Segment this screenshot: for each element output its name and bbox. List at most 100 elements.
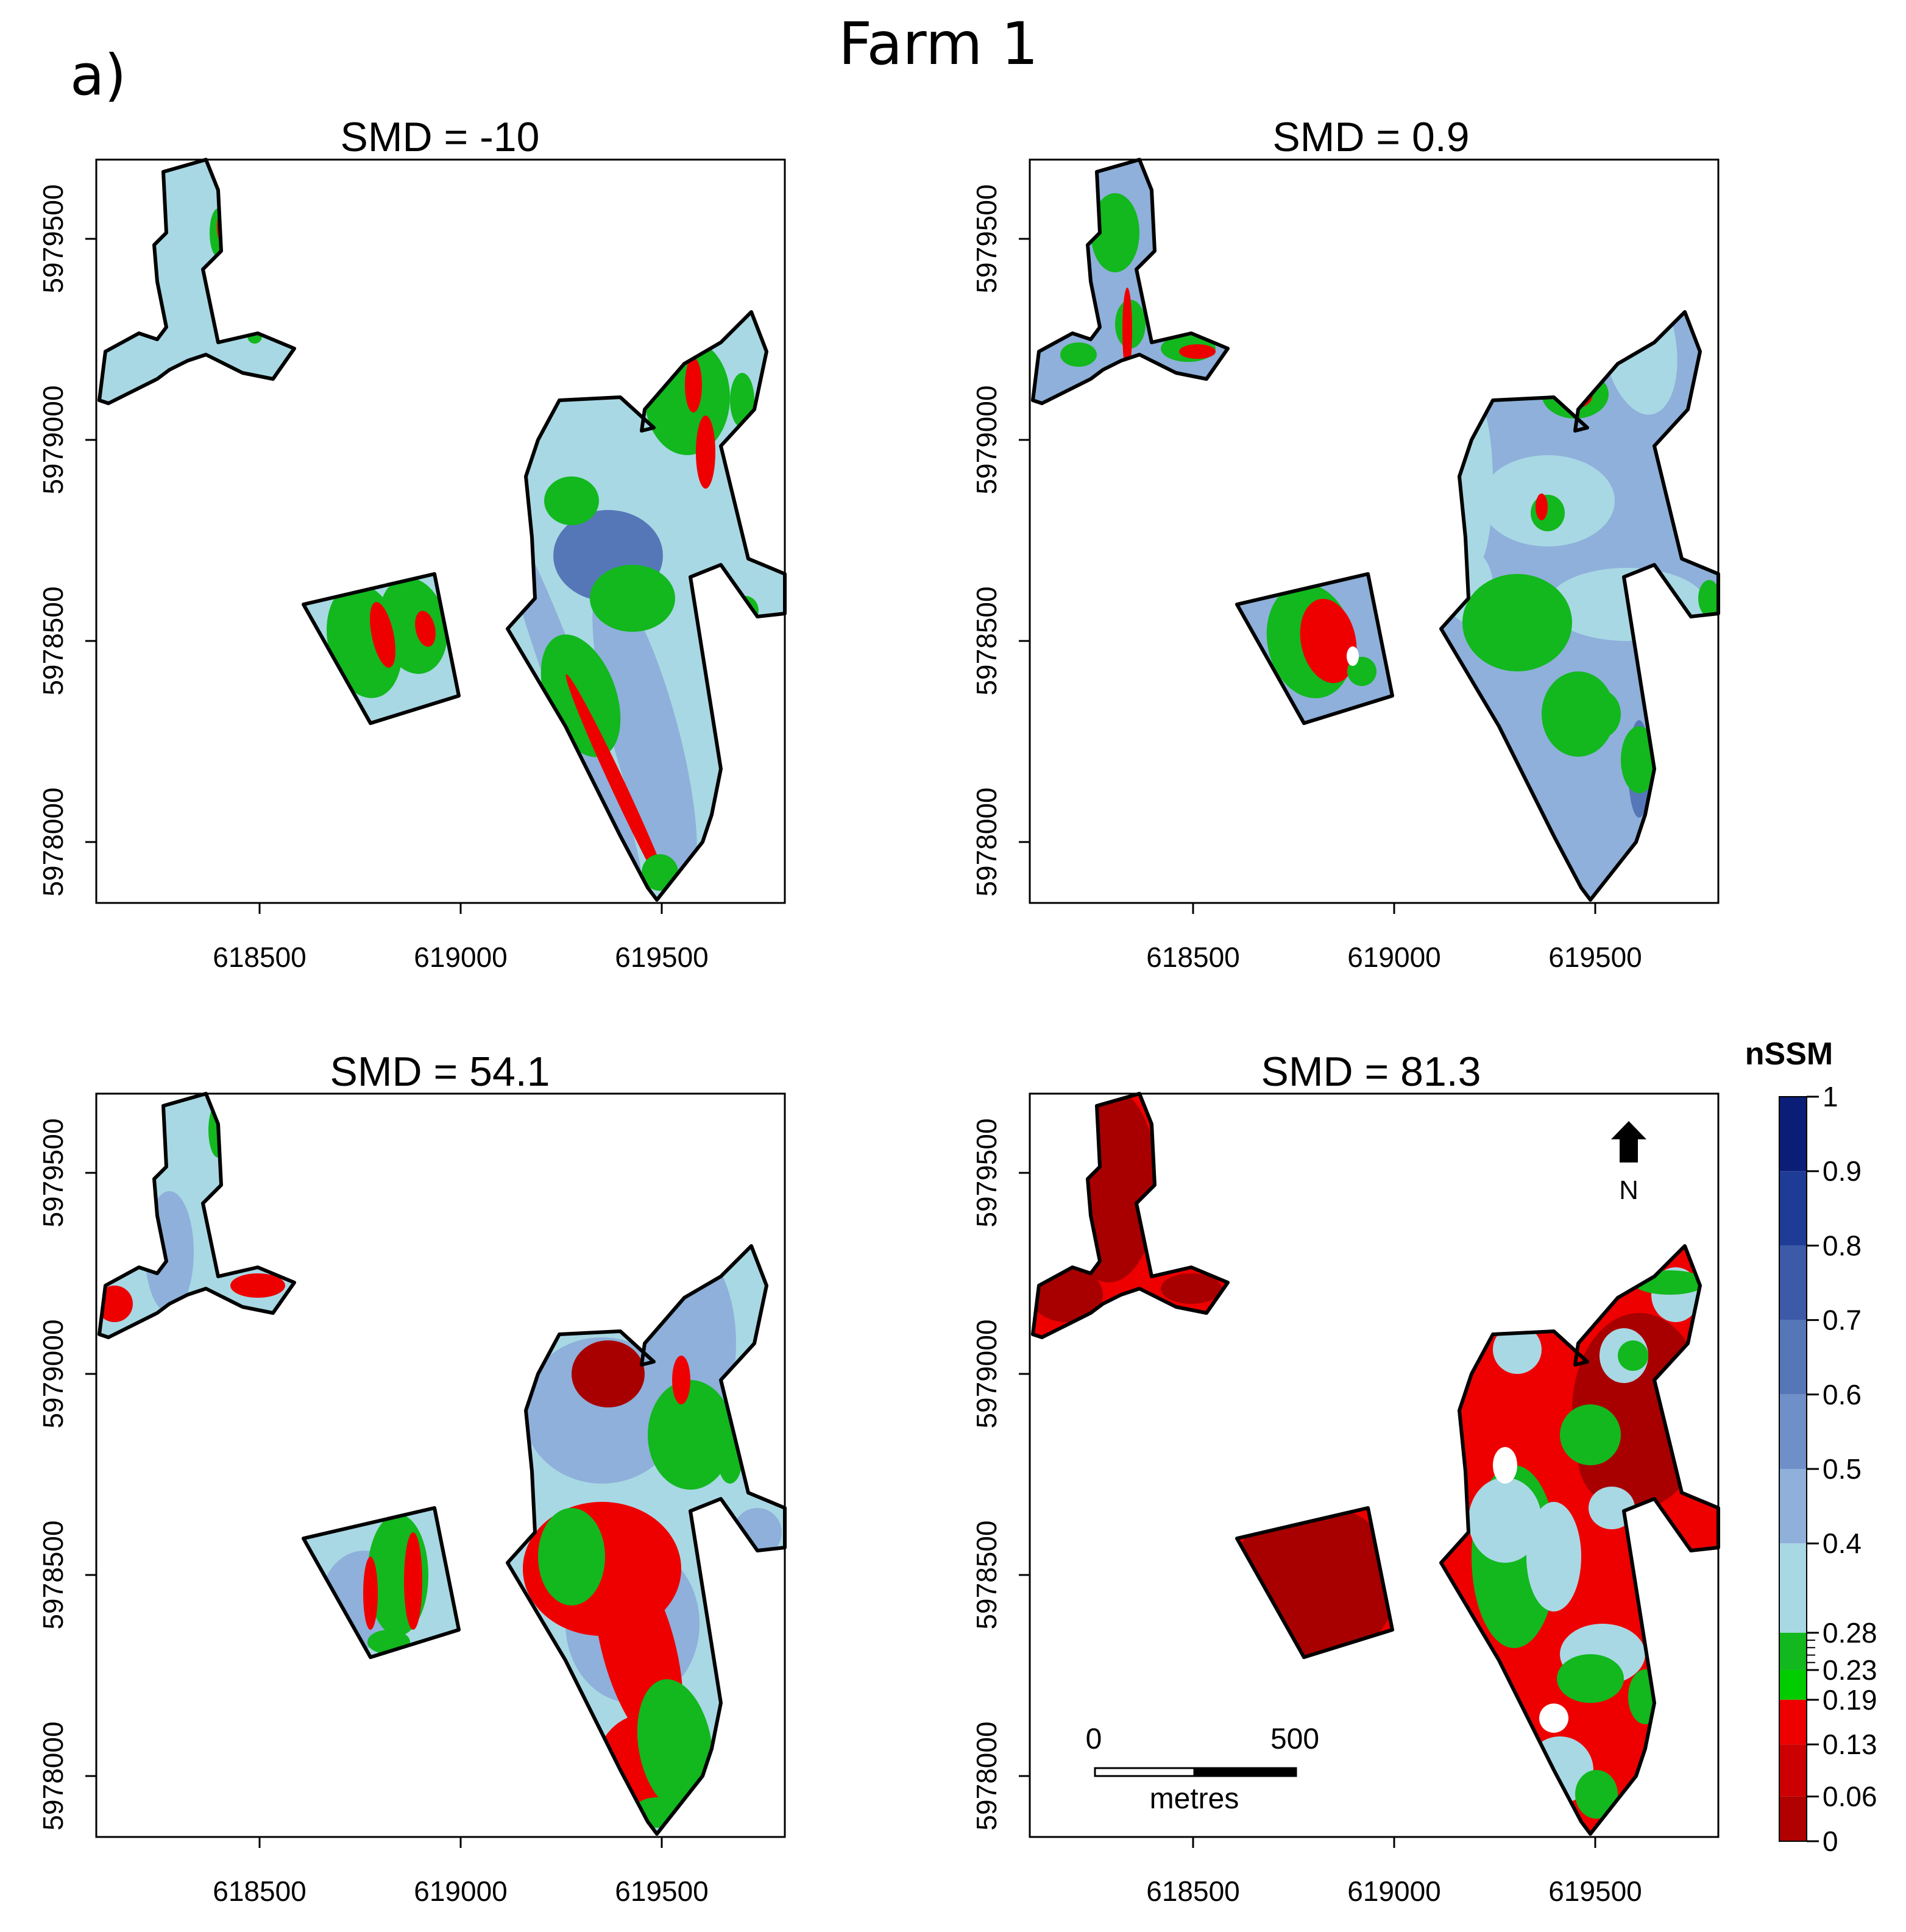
legend-swatch: [1779, 1171, 1807, 1246]
legend-tick-label: 0: [1823, 1825, 1838, 1857]
x-tick-label: 618500: [1146, 941, 1240, 973]
x-tick-label: 618500: [1146, 1875, 1240, 1907]
panel-title: SMD = 0.9: [1272, 114, 1469, 160]
moisture-zone: [1536, 494, 1548, 520]
legend-swatch: [1779, 1543, 1807, 1633]
moisture-zone: [415, 610, 436, 647]
legend-swatch: [1779, 1632, 1807, 1670]
y-tick-label: 5979500: [37, 184, 69, 293]
scale-bar-black-segment: [1193, 1767, 1297, 1777]
moisture-zone: [592, 579, 697, 886]
x-tick-label: 619000: [414, 1875, 508, 1907]
panel-title: SMD = 81.3: [1261, 1049, 1481, 1095]
x-tick-label: 618500: [213, 1875, 306, 1907]
scale-bar-unit: metres: [1150, 1783, 1239, 1815]
north-arrow-icon: [1611, 1121, 1646, 1162]
moisture-zone: [637, 1679, 714, 1812]
field-fill: [1033, 160, 1718, 900]
moisture-zone: [363, 1557, 378, 1630]
moisture-zone: [572, 1340, 645, 1407]
plot-frame: [95, 1092, 786, 1838]
moisture-zone: [1300, 598, 1357, 684]
moisture-zone: [1531, 495, 1565, 531]
moisture-zone: [696, 416, 715, 489]
y-tick-label: 5978000: [37, 1721, 69, 1830]
legend-title: nSSM: [1745, 1036, 1833, 1072]
plot-frame: [1029, 158, 1720, 904]
legend-color-bar: [1779, 1096, 1807, 1842]
moisture-zone: [1179, 344, 1216, 359]
y-tick-label: 5978500: [971, 1520, 1002, 1629]
moisture-zone: [1347, 646, 1359, 666]
panel-label: a): [70, 43, 126, 108]
y-tick-label: 5978000: [971, 1721, 1002, 1830]
y-tick-label: 5978500: [37, 586, 69, 695]
y-tick-label: 5978500: [37, 1520, 69, 1629]
moisture-zone: [538, 1508, 605, 1605]
legend-swatch: [1779, 1320, 1807, 1395]
y-tick-label: 5979500: [971, 184, 1002, 293]
moisture-zone: [404, 1532, 422, 1630]
moisture-zone: [1493, 1447, 1517, 1484]
legend-tick-label: 0.7: [1823, 1304, 1862, 1336]
legend-swatch: [1779, 1669, 1807, 1700]
moisture-zone: [672, 1356, 690, 1404]
figure-title: Farm 1: [838, 10, 1038, 78]
moisture-zone: [1161, 1273, 1222, 1304]
legend: nSSM 1 0.9 0.8 0.7 0.6 0.5 0.4 0.28 0.230.19 0.13…: [1745, 1036, 1877, 1857]
legend-swatch: [1779, 1469, 1807, 1544]
legend-tick-label: 0.9: [1823, 1155, 1862, 1187]
x-tick-label: 619500: [615, 1875, 709, 1907]
x-tick-label: 619000: [1347, 941, 1441, 973]
moisture-zone: [1698, 580, 1718, 617]
legend-tick-label: 0.8: [1823, 1230, 1862, 1261]
moisture-zone: [1564, 381, 1593, 408]
moisture-zone: [370, 602, 395, 668]
moisture-zone: [1462, 574, 1572, 671]
legend-swatch: [1779, 1245, 1807, 1320]
legend-tick-label: 1: [1823, 1081, 1838, 1113]
legend-tick-label: 0.4: [1823, 1527, 1862, 1559]
legend-tick-label: 0.13: [1823, 1729, 1877, 1760]
moisture-zone: [224, 160, 261, 214]
legend-tick-label: 0.06: [1823, 1781, 1877, 1813]
moisture-zone: [1526, 1502, 1581, 1612]
legend-swatch: [1779, 1394, 1807, 1469]
y-tick-label: 5979000: [971, 385, 1002, 494]
field-fill: [99, 160, 785, 900]
scale-bar-white-segment: [1094, 1767, 1196, 1777]
y-tick-label: 5978000: [37, 787, 69, 896]
x-tick-label: 618500: [213, 941, 306, 973]
legend-swatch: [1779, 1699, 1807, 1745]
plot-frame: [95, 158, 786, 904]
moisture-zone: [1628, 1669, 1662, 1724]
legend-swatch: [1779, 1796, 1807, 1841]
y-tick-label: 5978500: [971, 586, 1002, 695]
scale-bar-end-label: 500: [1270, 1723, 1319, 1755]
moisture-zone: [1060, 1094, 1158, 1283]
y-tick-label: 5979500: [971, 1118, 1002, 1227]
moisture-zone: [1560, 1404, 1621, 1465]
legend-tick-label: 0.5: [1823, 1453, 1862, 1485]
x-tick-label: 619500: [615, 941, 709, 973]
x-tick-label: 619500: [1548, 941, 1642, 973]
field-fill: [99, 1094, 785, 1834]
moisture-zone: [1091, 193, 1139, 272]
moisture-zone: [378, 577, 448, 674]
panel-title: SMD = -10: [341, 114, 540, 160]
north-arrow: N: [1611, 1121, 1646, 1205]
scale-bar-start-label: 0: [1086, 1723, 1102, 1755]
moisture-zone: [1122, 288, 1132, 373]
moisture-zone: [1539, 1704, 1568, 1733]
moisture-zone: [730, 373, 754, 428]
moisture-zone: [685, 358, 702, 412]
legend-swatch: [1779, 1744, 1807, 1797]
moisture-zone: [1475, 763, 1523, 812]
scale-bar: 0 500 metres: [1086, 1723, 1319, 1815]
y-tick-label: 5979000: [971, 1319, 1002, 1428]
moisture-zone: [1575, 1770, 1618, 1819]
moisture-zone: [1468, 1477, 1542, 1563]
moisture-zone: [1621, 726, 1657, 793]
map-panel-smd-54-1: SMD = 54.1 5978000 5978500 5979000 5979500 61…: [37, 1049, 785, 1907]
